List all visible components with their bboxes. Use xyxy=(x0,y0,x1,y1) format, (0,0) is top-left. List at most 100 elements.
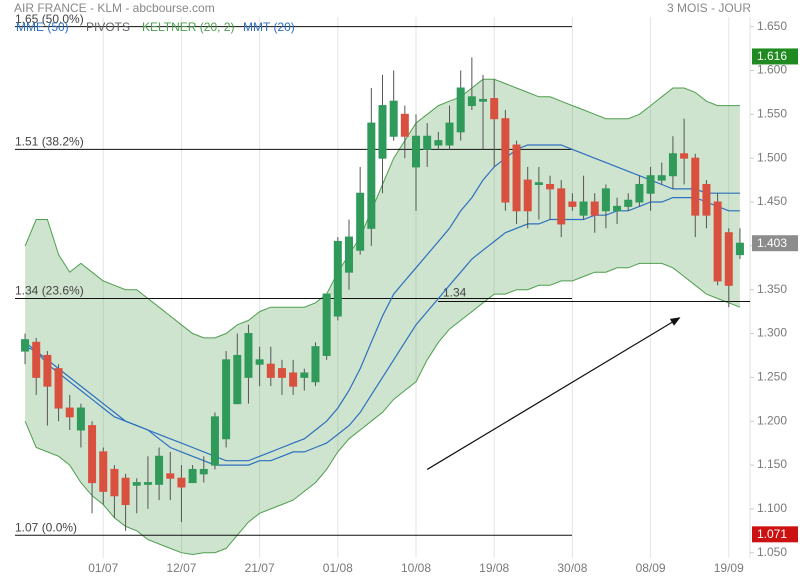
y-tick-label: 1.100 xyxy=(757,501,787,515)
candle-body xyxy=(434,140,443,146)
candle-body xyxy=(322,293,331,356)
candle-body xyxy=(244,333,253,378)
moving-average xyxy=(24,144,740,462)
legend-entry: MMT (20) xyxy=(243,20,295,34)
y-tick-label: 1.650 xyxy=(757,19,787,33)
candle-body xyxy=(635,183,644,203)
candle-body xyxy=(557,188,566,225)
fibonacci-label: 1.51 (38.2%) xyxy=(15,135,84,149)
y-tick-label: 1.450 xyxy=(757,194,787,208)
candle-body xyxy=(546,183,555,190)
x-tick-label: 10/08 xyxy=(401,561,431,575)
price-badge-label: 1.403 xyxy=(757,236,787,250)
x-tick-label: 01/08 xyxy=(323,561,353,575)
candle-body xyxy=(333,240,342,317)
y-tick-label: 1.150 xyxy=(757,457,787,471)
candles-layer xyxy=(21,57,744,531)
candle-body xyxy=(121,477,130,506)
fibonacci-label: 1.07 (0.0%) xyxy=(15,520,77,534)
candle-body xyxy=(76,407,85,431)
y-tick-label: 1.300 xyxy=(757,326,787,340)
trend-arrow xyxy=(426,317,681,470)
candle-body xyxy=(412,135,421,168)
x-tick-label: 08/09 xyxy=(636,561,666,575)
y-tick-label: 1.500 xyxy=(757,150,787,164)
candle-body xyxy=(479,98,488,102)
price-badge-label: 1.616 xyxy=(757,49,787,63)
candle-body xyxy=(534,182,543,185)
y-tick-label: 1.050 xyxy=(757,545,787,559)
price-badge-label: 1.071 xyxy=(757,527,787,541)
legend: MME (50) PIVOTS KELTNER (20, 2) MMT (20) xyxy=(16,20,295,34)
candle-body xyxy=(32,341,41,378)
candle-body xyxy=(166,473,175,479)
candle-body xyxy=(199,468,208,475)
candle-body xyxy=(523,179,532,212)
candle-body xyxy=(311,346,320,383)
candle-body xyxy=(367,122,376,229)
candle-body xyxy=(456,87,465,133)
candle-body xyxy=(702,183,711,216)
candle-body xyxy=(210,416,219,466)
chart-title: AIR FRANCE - KLM - abcbourse.com xyxy=(14,1,215,15)
candle-body xyxy=(289,372,298,387)
price-badge xyxy=(752,235,798,252)
x-tick-label: 01/07 xyxy=(88,561,118,575)
candle-body xyxy=(54,368,63,409)
y-tick-label: 1.550 xyxy=(757,106,787,120)
x-tick-label: 19/08 xyxy=(479,561,509,575)
candle-body xyxy=(378,105,387,159)
candle-body xyxy=(691,157,700,216)
candle-body xyxy=(657,175,666,181)
legend-entry: MME (50) xyxy=(16,20,69,34)
candle-body xyxy=(222,359,231,440)
x-tick-label: 19/09 xyxy=(714,561,744,575)
candle-body xyxy=(613,205,622,212)
candle-body xyxy=(344,236,353,273)
fibonacci-label: 1.34 (23.6%) xyxy=(15,284,84,298)
candle-body xyxy=(400,113,409,137)
candle-body xyxy=(423,135,432,150)
candle-body xyxy=(99,451,108,492)
candle-body xyxy=(668,153,677,177)
candle-body xyxy=(713,201,722,282)
candle-body xyxy=(724,232,733,286)
x-tick-label: 30/08 xyxy=(557,561,587,575)
candle-body xyxy=(445,122,454,146)
candle-body xyxy=(233,354,242,405)
candle-body xyxy=(277,368,286,378)
candle-body xyxy=(501,118,510,203)
fibonacci-label: 1.65 (50.0%) xyxy=(15,12,84,26)
candle-body xyxy=(579,201,588,216)
candle-body xyxy=(143,482,152,485)
pivot-label: 1.34 xyxy=(443,286,467,300)
candle-body xyxy=(132,482,141,486)
candle-body xyxy=(389,100,398,137)
candle-body xyxy=(266,363,275,378)
candle-body xyxy=(300,372,309,378)
candle-body xyxy=(490,98,499,120)
y-tick-label: 1.250 xyxy=(757,370,787,384)
candle-body xyxy=(43,354,52,387)
candle-body xyxy=(512,144,521,212)
candle-body xyxy=(624,199,633,207)
y-tick-label: 1.600 xyxy=(757,63,787,77)
levels-layer: 1.65 (50.0%) 1.51 (38.2%) 1.34 (23.6%) 1.07… xyxy=(15,12,750,536)
candle-body xyxy=(177,477,186,488)
candle-body xyxy=(467,96,476,107)
candle-body xyxy=(590,201,599,216)
y-tick-label: 1.200 xyxy=(757,413,787,427)
legend-entry: KELTNER (20, 2) xyxy=(142,20,234,34)
candle-body xyxy=(188,468,197,484)
price-badge xyxy=(752,526,798,543)
candle-body xyxy=(601,188,610,212)
candle-body xyxy=(735,242,744,256)
candle-body xyxy=(680,153,689,159)
top-layer: 01/07 12/07 21/07 01/08 10/08 19/08 30/08 08/09… xyxy=(88,19,798,575)
candle-body xyxy=(88,425,97,484)
candle-body xyxy=(356,192,365,251)
candle-body xyxy=(155,455,164,485)
candle-body xyxy=(568,201,577,207)
candle-body xyxy=(255,359,264,365)
